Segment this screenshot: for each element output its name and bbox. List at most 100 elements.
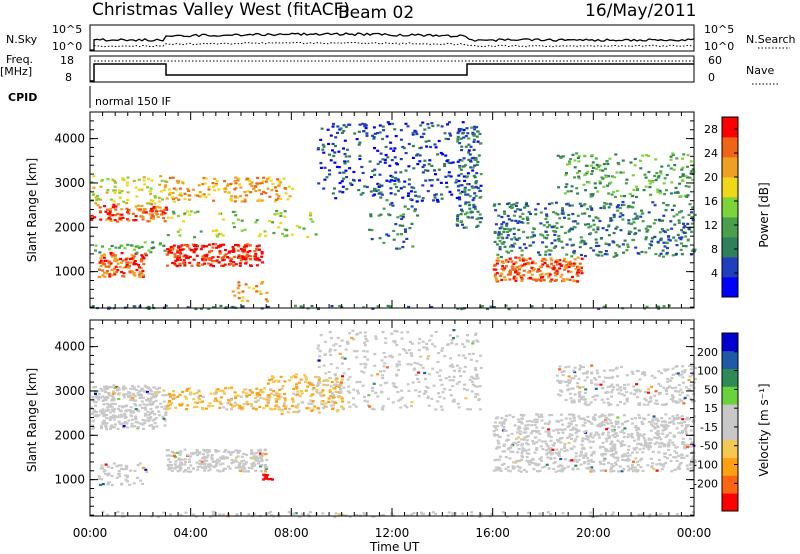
velocity-cell [150, 424, 154, 427]
power-cell [103, 271, 106, 274]
velocity-cell [156, 515, 160, 519]
velocity-cell [671, 441, 675, 444]
power-cell [107, 307, 111, 310]
velocity-cell [308, 383, 312, 386]
power-cell [466, 182, 470, 186]
velocity-cell [634, 457, 638, 460]
velocity-cell [137, 393, 141, 397]
power-cell [108, 273, 112, 276]
power-cell [357, 189, 361, 192]
power-cell [648, 182, 652, 185]
velocity-cell [219, 389, 223, 392]
power-cell [134, 262, 138, 266]
power-cell [364, 127, 368, 130]
velocity-cell [164, 413, 168, 417]
velocity-cell [461, 343, 465, 346]
velocity-cell [636, 463, 640, 467]
velocity-cell [136, 421, 140, 424]
velocity-cell [590, 422, 594, 425]
velocity-cell [234, 459, 237, 462]
velocity-cell [684, 427, 688, 430]
velocity-cell [643, 439, 647, 442]
power-cell [371, 134, 375, 137]
power-cell [101, 274, 105, 277]
power-cell [467, 151, 471, 154]
velocity-cell [200, 462, 204, 465]
power-cell [343, 139, 347, 142]
velocity-cell [653, 427, 657, 430]
velocity-cell [339, 388, 342, 391]
velocity-cell [197, 452, 201, 455]
power-cell [375, 189, 379, 192]
velocity-cell [525, 439, 529, 442]
power-cell [218, 252, 222, 255]
power-cell [233, 294, 237, 297]
power-cell [467, 201, 471, 204]
power-cell [90, 218, 94, 221]
power-cell [279, 197, 282, 200]
power-cell [138, 273, 142, 276]
velocity-cell [600, 453, 603, 456]
power-cell [500, 260, 504, 263]
power-cell [368, 160, 372, 163]
velocity-cell [620, 470, 624, 473]
velocity-cell [125, 466, 129, 469]
velocity-cell [282, 404, 286, 407]
velocity-cell [366, 400, 370, 403]
power-cell [588, 215, 591, 218]
power-cell [595, 163, 599, 166]
power-cell [148, 190, 152, 193]
power-cell [262, 176, 266, 179]
velocity-cell [447, 375, 451, 378]
velocity-cell [313, 405, 317, 408]
power-cell [111, 254, 115, 257]
velocity-cell [538, 432, 542, 435]
power-cell [229, 182, 233, 185]
power-cell [90, 214, 94, 218]
power-cell [248, 179, 252, 183]
velocity-cell [102, 410, 106, 413]
power-cell [605, 253, 609, 256]
power-cell [467, 149, 471, 152]
velocity-cell [249, 403, 253, 406]
velocity-cell [540, 415, 544, 418]
power-cell [690, 170, 694, 173]
power-cell [653, 235, 657, 238]
velocity-cell [398, 353, 402, 356]
velocity-cell [372, 382, 376, 385]
power-cell [242, 251, 246, 254]
power-cell [256, 257, 260, 260]
velocity-cell [117, 420, 121, 423]
velocity-cell [620, 443, 624, 446]
power-cell [537, 268, 541, 271]
power-cell [632, 221, 636, 224]
power-cell [607, 224, 611, 227]
velocity-cell [193, 451, 197, 455]
velocity-cell [393, 329, 397, 333]
power-cell [134, 205, 138, 208]
velocity-cell [242, 452, 246, 455]
velocity-cell [493, 426, 497, 429]
power-cell [129, 261, 133, 264]
velocity-cell [642, 447, 646, 450]
power-cell [378, 173, 382, 176]
velocity-cell [669, 397, 673, 401]
power-cell [583, 255, 587, 258]
velocity-cell [643, 391, 647, 394]
velocity-cell [271, 478, 274, 481]
velocity-cell [693, 460, 697, 464]
power-cell [601, 177, 605, 180]
velocity-cell [584, 401, 588, 404]
power-cell [99, 259, 103, 262]
power-cell [162, 188, 166, 192]
velocity-cell [129, 396, 133, 399]
power-cell [142, 179, 146, 182]
power-colorbar-swatch [722, 117, 738, 138]
velocity-cell [141, 396, 145, 399]
power-colorbar-swatch [722, 277, 738, 298]
power-cell [486, 307, 489, 310]
power-cell [255, 245, 259, 248]
power-cell [369, 190, 373, 193]
velocity-cell [173, 397, 177, 400]
power-cell [373, 187, 376, 191]
